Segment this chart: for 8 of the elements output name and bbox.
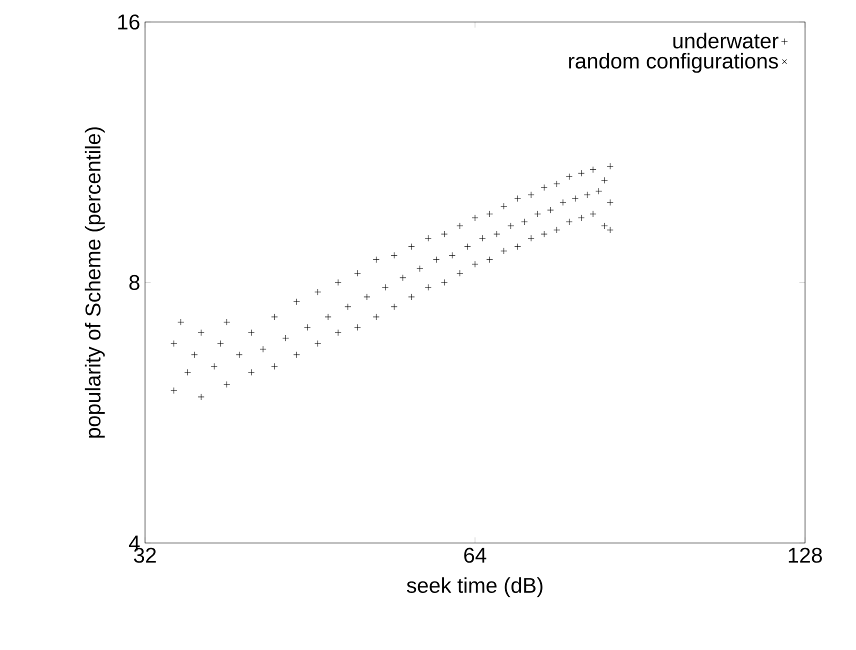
x-tick-label: 128: [788, 548, 822, 563]
legend-label: random configurations: [569, 52, 778, 73]
y-tick-label: 16: [118, 14, 140, 30]
legend-label: underwater: [673, 32, 778, 48]
x-axis-title: seek time (dB): [406, 577, 542, 598]
y-axis-title: popularity of Scheme (percentile): [84, 127, 105, 438]
x-tick-label: 64: [464, 548, 486, 563]
y-tick-label: 8: [129, 274, 140, 290]
